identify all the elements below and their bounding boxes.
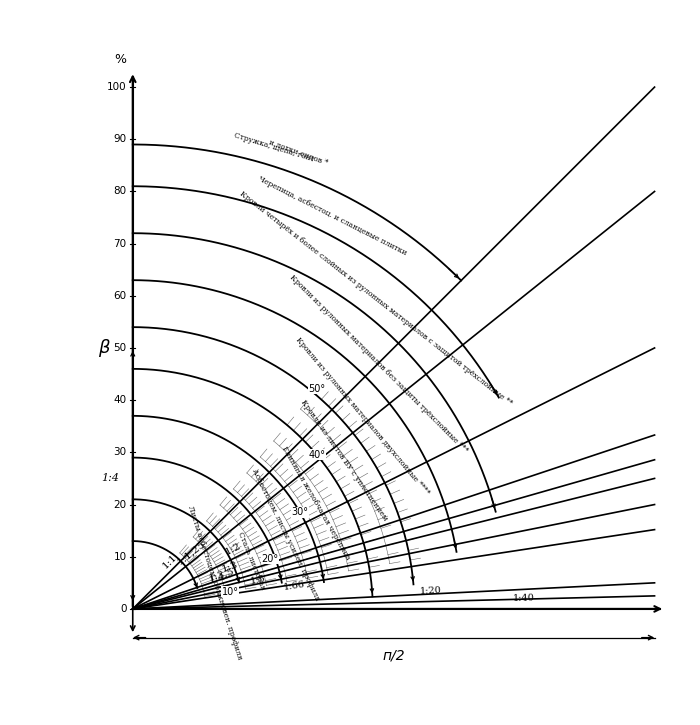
Text: 1:2: 1:2 [224, 542, 243, 557]
Text: %: % [115, 53, 127, 66]
Text: 1:66: 1:66 [283, 579, 306, 592]
Text: 60: 60 [113, 291, 127, 301]
Text: 20°: 20° [262, 554, 279, 564]
Text: 1:3,5: 1:3,5 [208, 567, 236, 583]
Text: 10°: 10° [222, 587, 239, 597]
Text: Стружка, щепа, гонт: Стружка, щепа, гонт [232, 131, 315, 163]
Text: 20: 20 [113, 500, 127, 510]
Text: 10: 10 [113, 552, 127, 562]
Text: 30: 30 [113, 447, 127, 457]
Text: 40°: 40° [308, 450, 325, 460]
Text: 1:1,25: 1:1,25 [175, 539, 206, 566]
Text: 50: 50 [113, 343, 127, 353]
Text: β: β [98, 339, 110, 357]
Text: 90: 90 [113, 134, 127, 144]
Text: 1:4: 1:4 [102, 473, 120, 484]
Text: 30°: 30° [291, 507, 309, 518]
Text: Кровли из рулонных материалов без защиты трёхслойные ***: Кровли из рулонных материалов без защиты… [288, 273, 469, 454]
Text: 1:5: 1:5 [249, 574, 267, 586]
Text: 1:4: 1:4 [209, 573, 227, 585]
Text: п/2: п/2 [382, 648, 405, 662]
Text: Сталь листовая: Сталь листовая [236, 531, 267, 591]
Text: Кровли из листов ВУ с уплотнением: Кровли из листов ВУ с уплотнением [300, 399, 389, 523]
Text: 50°: 50° [309, 384, 326, 394]
Text: 0: 0 [120, 604, 127, 614]
Text: Черепица, асбестоц. и сланцевые плитки: Черепица, асбестоц. и сланцевые плитки [258, 175, 408, 257]
Text: 100: 100 [107, 82, 127, 92]
Text: Листы асбестоцем. обыкновен. профиля: Листы асбестоцем. обыкновен. профиля [186, 505, 244, 660]
Text: 1:40: 1:40 [513, 594, 536, 603]
Text: 1:20: 1:20 [419, 586, 441, 596]
Text: 40: 40 [113, 395, 127, 405]
Text: 70: 70 [113, 239, 127, 249]
Text: 1:3: 1:3 [221, 560, 239, 574]
Text: 80: 80 [113, 186, 127, 196]
Text: Асбестоцем. листы усилен. профиля: Асбестоцем. листы усилен. профиля [250, 467, 321, 602]
Text: Кровли четырёх и более слойных из рулонных материалов с защитой трёхслойные **: Кровли четырёх и более слойных из рулонн… [237, 190, 513, 407]
Text: и лотки ендов *: и лотки ендов * [268, 138, 329, 167]
Text: Кровли из рулонных материалов двухслойные ****: Кровли из рулонных материалов двухслойны… [294, 336, 431, 497]
Text: Глиняная желобчатая черепица: Глиняная желобчатая черепица [280, 445, 351, 561]
Text: 1:1: 1:1 [161, 552, 179, 570]
